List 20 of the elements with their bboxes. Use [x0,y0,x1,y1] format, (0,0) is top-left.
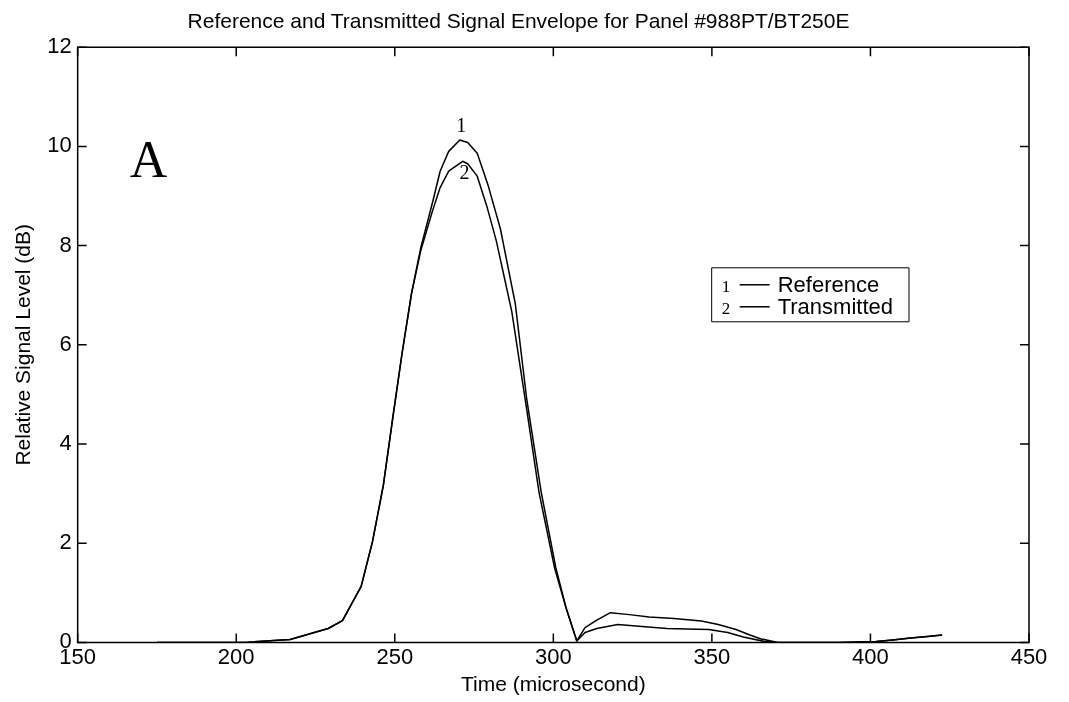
y-tick-label: 2 [59,529,72,555]
x-tick-label: 350 [693,643,731,669]
x-tick-label: 300 [534,643,572,669]
text: 2 [721,298,731,318]
y-tick-label: 6 [59,330,72,356]
annotation: A [129,131,168,189]
y-axis-title: Relative Signal Level (dB) [11,223,35,466]
text: 1 [721,276,731,296]
y-tick-label: 10 [47,132,72,158]
x-axis-title: Time (microsecond) [460,672,646,696]
x-tick-label: 400 [852,643,889,669]
x-tick-label: 450 [1010,643,1048,669]
y-tick-label: 12 [47,33,72,59]
chart-title: Reference and Transmitted Signal Envelope for Panel #988PT/BT250E [187,9,850,33]
x-tick-label: 250 [376,643,414,669]
y-tick-label: 4 [59,430,72,456]
annotation: 2 [459,160,470,183]
annotation: 1 [456,114,467,137]
x-tick-label: 200 [217,643,255,669]
y-tick-label: 8 [59,231,72,257]
